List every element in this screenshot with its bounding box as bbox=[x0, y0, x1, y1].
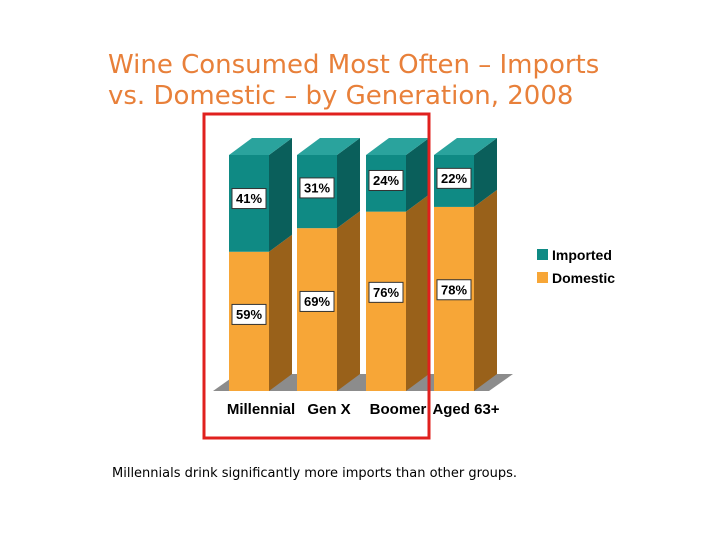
chart-title-line-1: Wine Consumed Most Often – Imports bbox=[108, 50, 600, 80]
chart-title: Wine Consumed Most Often – Imports vs. D… bbox=[108, 50, 599, 112]
bar-imported-side bbox=[474, 138, 497, 207]
data-label-text: 69% bbox=[304, 294, 330, 309]
bar-boomer: 76% 24% bbox=[366, 138, 429, 391]
bar-imported-side bbox=[337, 138, 360, 229]
data-label-box bbox=[299, 290, 335, 312]
bar-imported-side bbox=[269, 138, 292, 252]
data-label-imported-millennial: 41% bbox=[231, 188, 267, 210]
data-label-text: 41% bbox=[236, 191, 262, 206]
bar-domestic-side bbox=[406, 194, 429, 391]
data-label-text: 22% bbox=[441, 171, 467, 186]
bar-millennial: 59% 41% bbox=[229, 138, 292, 391]
legend-swatch bbox=[537, 249, 548, 260]
chart-title-line-2: vs. Domestic – by Generation, 2008 bbox=[108, 81, 574, 111]
data-label-text: 31% bbox=[304, 180, 330, 195]
legend-label: Domestic bbox=[552, 270, 615, 286]
category-labels-group: Millennial Gen X Boomer Aged 63+ bbox=[227, 401, 500, 418]
data-label-box bbox=[299, 177, 335, 199]
data-label-box bbox=[436, 167, 472, 189]
data-label-imported-gen-x: 31% bbox=[299, 177, 335, 199]
data-label-imported-boomer: 24% bbox=[368, 169, 404, 191]
data-label-box bbox=[436, 279, 472, 301]
data-label-domestic-gen-x: 69% bbox=[299, 290, 335, 312]
caption: Millennials drink significantly more imp… bbox=[112, 466, 518, 481]
data-label-box bbox=[368, 169, 404, 191]
legend-item-imported: Imported bbox=[537, 247, 612, 263]
highlight-box bbox=[202, 112, 431, 440]
data-label-domestic-boomer: 76% bbox=[368, 281, 404, 303]
data-label-box bbox=[231, 303, 267, 325]
bar-domestic-side bbox=[474, 189, 497, 391]
data-label-domestic-aged-63: 78% bbox=[436, 279, 472, 301]
category-label-aged-63: Aged 63+ bbox=[432, 401, 499, 418]
data-label-text: 78% bbox=[441, 282, 467, 297]
category-label-millennial: Millennial bbox=[227, 401, 295, 418]
bars-group: 59% 41% 69% 31% 76% 24% 78% 22% bbox=[229, 138, 497, 391]
highlight-group bbox=[202, 112, 431, 440]
data-label-box bbox=[231, 188, 267, 210]
data-label-box bbox=[368, 281, 404, 303]
data-label-text: 76% bbox=[373, 285, 399, 300]
data-label-imported-aged-63: 22% bbox=[436, 167, 472, 189]
bar-top-face bbox=[434, 138, 497, 155]
bar-top-face bbox=[366, 138, 429, 155]
category-label-boomer: Boomer bbox=[370, 401, 427, 418]
data-label-text: 24% bbox=[373, 173, 399, 188]
bar-top-face bbox=[229, 138, 292, 155]
category-label-gen-x: Gen X bbox=[307, 401, 350, 418]
bar-domestic-side bbox=[337, 211, 360, 391]
data-label-domestic-millennial: 59% bbox=[231, 303, 267, 325]
bar-top-face bbox=[297, 138, 360, 155]
bar-gen-x: 69% 31% bbox=[297, 138, 360, 391]
bar-aged-63: 78% 22% bbox=[434, 138, 497, 391]
legend-label: Imported bbox=[552, 247, 612, 263]
legend: Imported Domestic bbox=[537, 247, 615, 286]
legend-item-domestic: Domestic bbox=[537, 270, 615, 286]
bar-domestic-side bbox=[269, 234, 292, 391]
bar-imported-side bbox=[406, 138, 429, 212]
legend-swatch bbox=[537, 272, 548, 283]
data-label-text: 59% bbox=[236, 307, 262, 322]
